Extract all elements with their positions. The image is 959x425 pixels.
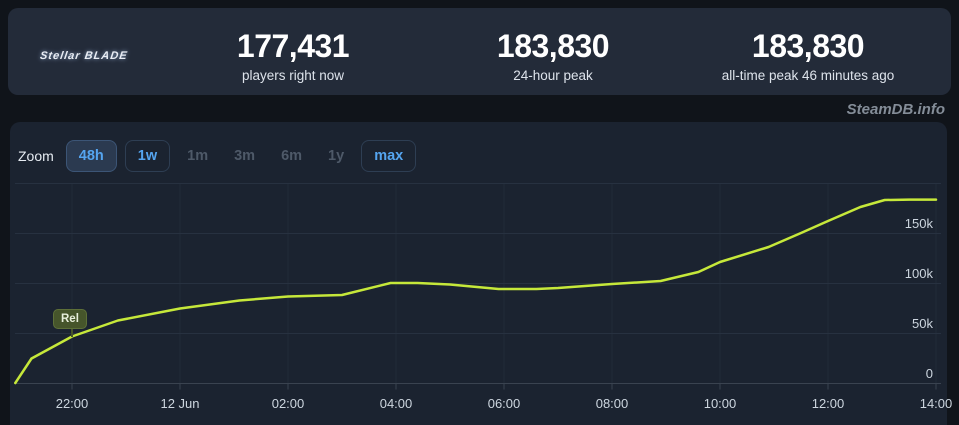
game-logo: Stellar BLADE [39,50,129,62]
alltime-peak-label: all-time peak 46 minutes ago [721,68,895,83]
release-flag-stem [71,326,73,337]
y-axis-label: 0 [925,365,933,381]
y-axis-label: 50k [912,315,933,331]
y-axis-label: 150k [904,215,933,231]
x-axis-label: 10:00 [703,396,737,411]
x-axis-label: 02:00 [271,396,305,411]
zoom-button-48h[interactable]: 48h [65,140,117,172]
zoom-button-max[interactable]: max [361,140,417,172]
x-axis-label: 12:00 [811,396,845,411]
zoom-label: Zoom [18,148,54,164]
zoom-toolbar: Zoom 48h 1w 1m 3m 6m 1y max [18,139,417,173]
stat-24h-peak: 183,830 24-hour peak [443,27,663,83]
x-axis-label: 04:00 [379,396,413,411]
zoom-button-1m[interactable]: 1m [178,141,217,171]
steamdb-watermark: SteamDB.info [846,101,945,118]
x-axis-label: 06:00 [487,396,521,411]
game-capsule-image[interactable]: Stellar BLADE [30,30,165,90]
stat-players-now: 177,431 players right now [183,27,403,83]
x-axis-label: 12 Jun [160,396,200,411]
peak-24h-label: 24-hour peak [513,68,593,83]
x-axis-label: 22:00 [55,396,89,411]
players-now-label: players right now [241,68,345,83]
alltime-peak-value: 183,830 [751,28,865,64]
x-axis-label: 08:00 [595,396,629,411]
zoom-button-1y[interactable]: 1y [319,141,353,171]
players-now-value: 177,431 [236,28,350,64]
zoom-button-3m[interactable]: 3m [225,141,264,171]
x-axis-label: 14:00 [919,396,953,411]
zoom-button-1w[interactable]: 1w [124,140,171,172]
peak-24h-value: 183,830 [496,28,610,64]
y-axis-label: 100k [904,265,933,281]
stat-alltime-peak: 183,830 all-time peak 46 minutes ago [666,27,950,83]
release-flag[interactable]: Rel [53,308,87,329]
header-stats-panel: Stellar BLADE 177,431 players right now … [8,8,951,95]
zoom-button-6m[interactable]: 6m [272,141,311,171]
